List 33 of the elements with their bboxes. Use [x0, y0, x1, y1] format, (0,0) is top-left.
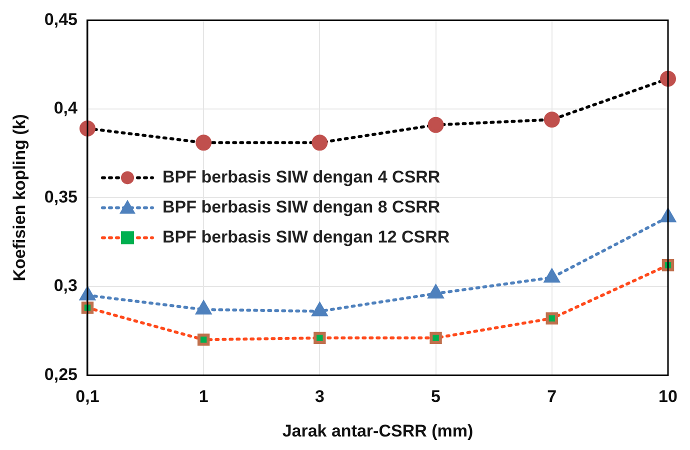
x-axis-title: Jarak antar-CSRR (mm)	[282, 421, 474, 440]
y-tick-label: 0,3	[54, 276, 78, 296]
point	[197, 334, 210, 346]
y-tick-label: 0,45	[44, 10, 78, 29]
point	[196, 301, 212, 315]
point	[428, 285, 444, 299]
x-tick-label: 1	[198, 387, 208, 406]
point	[428, 116, 444, 133]
point	[660, 70, 676, 87]
x-tick-label: 0,1	[76, 387, 100, 406]
point	[81, 302, 94, 314]
legend-label: BPF berbasis SIW dengan 12 CSRR	[162, 227, 450, 246]
point	[546, 312, 558, 324]
legend-label: BPF berbasis SIW dengan 4 CSRR	[162, 167, 440, 186]
point	[544, 269, 560, 283]
point	[312, 302, 328, 316]
x-tick-label: 3	[314, 387, 324, 406]
y-tick-label: 0,35	[44, 187, 78, 206]
x-tick-label: 10	[658, 387, 678, 406]
point	[80, 286, 96, 300]
y-tick-label: 0,25	[44, 364, 78, 384]
y-tick-label: 0,4	[54, 98, 78, 118]
point	[662, 259, 674, 272]
point	[196, 134, 212, 151]
x-tick-label: 7	[547, 387, 557, 406]
point	[79, 120, 96, 136]
legend-label: BPF berbasis SIW dengan 8 CSRR	[162, 197, 440, 216]
x-tick-label: 5	[431, 387, 441, 406]
point	[314, 332, 326, 344]
point	[312, 134, 328, 151]
point	[544, 112, 560, 128]
y-axis-title: Koefisien kopling (k)	[10, 114, 29, 282]
point	[430, 332, 442, 344]
